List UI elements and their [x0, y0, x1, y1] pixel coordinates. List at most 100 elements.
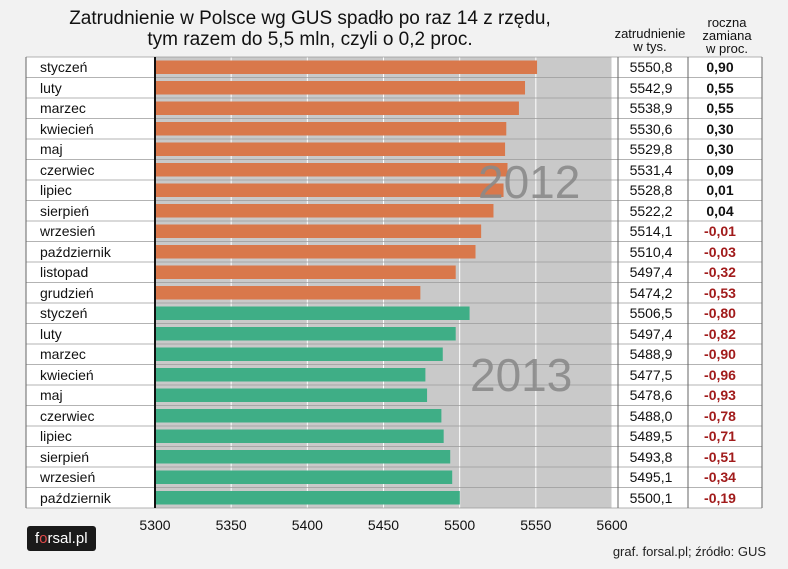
logo-o: o: [39, 530, 48, 547]
bar-2013-2: [156, 327, 456, 341]
year-label-2012: 2012: [478, 156, 580, 208]
month-label: październik: [40, 243, 111, 260]
change-cell: 0,01: [706, 182, 734, 198]
value-cell: 5489,5: [629, 428, 673, 444]
x-tick-label: 5600: [596, 517, 627, 533]
value-cell: 5474,2: [629, 284, 673, 301]
bar-2013-3: [156, 347, 443, 361]
change-cell: -0,82: [704, 325, 736, 342]
value-cell: 5531,4: [629, 161, 673, 178]
forsal-logo: forsal.pl: [27, 526, 96, 551]
bar-2013-5: [156, 388, 428, 402]
value-cell: 5528,8: [629, 182, 673, 198]
change-header-line-1: roczna: [707, 15, 747, 30]
month-label: lipiec: [40, 428, 72, 444]
month-label: grudzień: [40, 284, 94, 301]
month-label: styczeń: [40, 59, 88, 75]
source-note: graf. forsal.pl; źródło: GUS: [612, 544, 766, 559]
value-cell: 5493,8: [629, 448, 673, 465]
month-label: maj: [40, 141, 63, 157]
bar-2013-1: [156, 306, 470, 320]
bar-2013-7: [156, 429, 444, 443]
value-cell: 5488,9: [629, 346, 673, 362]
change-cell: 0,30: [706, 141, 734, 157]
value-header-line-1: zatrudnienie: [614, 26, 686, 41]
x-tick-label: 5400: [292, 517, 323, 533]
value-cell: 5495,1: [629, 469, 673, 485]
bar-2012-9: [156, 224, 482, 238]
month-label: kwiecień: [40, 120, 94, 137]
change-cell: -0,96: [704, 366, 736, 383]
change-cell: -0,51: [704, 448, 736, 465]
value-cell: 5522,2: [629, 202, 673, 219]
value-cell: 5506,5: [629, 305, 673, 321]
value-cell: 5530,6: [629, 120, 673, 137]
value-cell: 5529,8: [629, 141, 673, 157]
bar-2013-9: [156, 470, 453, 484]
change-cell: 0,30: [706, 120, 734, 137]
change-cell: -0,01: [704, 223, 736, 239]
change-cell: -0,19: [704, 489, 736, 506]
change-cell: 0,04: [706, 202, 734, 219]
value-cell: 5542,9: [629, 79, 673, 96]
title-line-1: Zatrudnienie w Polsce wg GUS spadło po r…: [69, 8, 551, 29]
value-cell: 5478,6: [629, 387, 673, 403]
bar-2012-2: [156, 81, 526, 95]
bar-2012-12: [156, 286, 421, 300]
change-cell: -0,34: [704, 469, 736, 485]
change-cell: -0,32: [704, 264, 736, 280]
x-tick-label: 5500: [444, 517, 475, 533]
bar-2013-8: [156, 450, 451, 464]
change-cell: 0,90: [706, 59, 734, 75]
logo-f: f: [35, 530, 40, 547]
bar-2012-5: [156, 142, 506, 156]
value-cell: 5497,4: [629, 264, 673, 280]
month-label: maj: [40, 387, 63, 403]
year-label-2013: 2013: [470, 349, 572, 401]
x-tick-label: 5350: [216, 517, 247, 533]
bar-2012-4: [156, 122, 507, 136]
change-cell: -0,90: [704, 346, 736, 362]
change-header-line-3: w proc.: [706, 41, 748, 56]
month-label: luty: [40, 79, 62, 96]
bar-2012-10: [156, 245, 476, 259]
value-header-line-2: w tys.: [633, 39, 667, 54]
change-column-header: roczna zamiana w proc.: [694, 16, 760, 55]
change-cell: -0,53: [704, 284, 736, 301]
month-label: sierpień: [40, 448, 90, 465]
change-cell: 0,55: [706, 100, 734, 116]
value-cell: 5477,5: [629, 366, 673, 383]
logo-rest: rsal.pl: [47, 530, 88, 547]
value-column-header: zatrudnienie w tys.: [606, 27, 694, 53]
bar-2013-10: [156, 491, 460, 505]
month-label: kwiecień: [40, 366, 94, 383]
x-tick-label: 5550: [520, 517, 551, 533]
value-cell: 5497,4: [629, 325, 673, 342]
month-label: listopad: [40, 264, 89, 280]
x-tick-label: 5450: [368, 517, 399, 533]
x-tick-label: 5300: [139, 517, 170, 533]
bar-2012-3: [156, 101, 519, 115]
change-cell: -0,80: [704, 305, 736, 321]
value-cell: 5488,0: [629, 407, 673, 424]
month-label: wrzesień: [40, 223, 96, 239]
bar-2012-11: [156, 265, 456, 279]
value-cell: 5514,1: [629, 223, 673, 239]
month-label: czerwiec: [40, 161, 95, 178]
month-label: czerwiec: [40, 407, 95, 424]
change-cell: -0,78: [704, 407, 736, 424]
change-header-line-2: zamiana: [702, 28, 752, 43]
change-cell: -0,93: [704, 387, 736, 403]
bar-2012-6: [156, 163, 508, 177]
bar-2013-6: [156, 409, 442, 423]
month-label: lipiec: [40, 182, 72, 198]
change-cell: 0,55: [706, 79, 734, 96]
value-cell: 5500,1: [629, 489, 673, 506]
month-label: wrzesień: [40, 469, 96, 485]
month-label: marzec: [40, 346, 86, 362]
value-cell: 5550,8: [629, 59, 673, 75]
change-cell: -0,71: [704, 428, 736, 444]
bar-2013-4: [156, 368, 426, 382]
month-label: luty: [40, 325, 62, 342]
